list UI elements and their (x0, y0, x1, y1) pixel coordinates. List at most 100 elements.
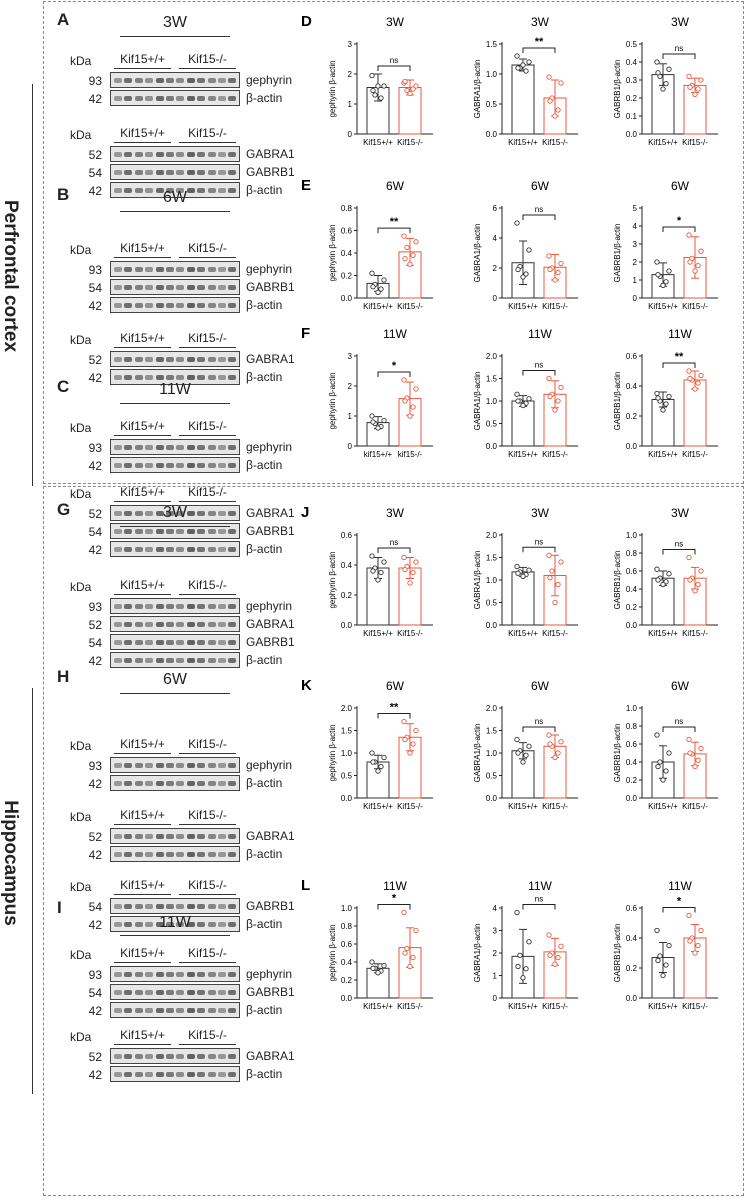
protein-label: GABRB1 (246, 985, 295, 999)
blot-lane (186, 78, 195, 83)
chart-title: 11W (383, 879, 407, 893)
data-point (655, 395, 661, 401)
blot-lane (155, 658, 164, 663)
data-point (381, 417, 387, 424)
data-point (413, 386, 419, 392)
chart-J3: 3W GABRB1/β-actin 0.0 0.2 0.4 0.6 0.8 1.0 Kif15+… (600, 505, 730, 655)
y-tick-label: 1.5 (341, 727, 353, 736)
significance-bracket (522, 904, 556, 910)
chart-L2: 11W GABRA1/β-actin 0 1 2 3 4 Kif15+/+ Kif15-/- ns (460, 878, 590, 1028)
y-tick-label: 0.4 (626, 758, 638, 767)
chart-title: 11W (668, 879, 692, 893)
blot-lane (207, 922, 216, 927)
y-tick-label: 1.0 (486, 576, 498, 585)
mw-label: 42 (88, 777, 102, 791)
protein-label: β-actin (246, 1067, 283, 1081)
blot-lane (155, 152, 164, 157)
blot-lane (166, 357, 174, 362)
panel-label: J (301, 504, 309, 521)
y-tick-label: 0.2 (341, 976, 353, 985)
pfc-divider (32, 84, 33, 486)
blot-band (110, 146, 240, 162)
blot-lane (145, 972, 154, 977)
y-tick-label: 2 (348, 382, 353, 391)
data-point (663, 962, 669, 968)
data-point (692, 588, 698, 594)
y-tick-label: 0.6 (626, 352, 638, 361)
blot-lane (124, 972, 133, 977)
chart-svg: 11W GABRA1/β-actin 0 1 2 3 4 Kif15+/+ Kif15-/- ns (473, 879, 578, 1011)
kda-label: kDa (70, 1030, 92, 1044)
data-point (655, 577, 661, 583)
data-point (369, 72, 375, 79)
protein-label: GABRB1 (246, 524, 295, 538)
data-point (520, 573, 526, 580)
data-point (515, 963, 521, 970)
blot-lane (207, 78, 216, 83)
data-point (698, 372, 704, 379)
y-tick-label: 0.2 (626, 603, 638, 612)
blot-lane (114, 972, 122, 977)
y-tick-label: 0.4 (341, 561, 353, 570)
blot-lane (228, 640, 237, 645)
protein-label: GABRA1 (246, 506, 295, 520)
data-point (695, 757, 701, 763)
data-point (663, 279, 669, 285)
group-underline (179, 68, 236, 69)
x-tick-label: kif15+/+ (364, 450, 393, 459)
kda-label: kDa (70, 243, 92, 257)
group-label: Kif15+/+ (120, 737, 165, 751)
blot-lane (186, 781, 195, 786)
blot-lane (176, 96, 185, 101)
blot-lane (145, 152, 154, 157)
significance-label: ns (535, 895, 543, 904)
timepoint-label: 11W (159, 381, 191, 398)
blot-lane (166, 781, 174, 786)
group-underline (179, 1044, 236, 1045)
significance-bracket (662, 226, 696, 232)
data-point (657, 759, 663, 765)
data-point (547, 575, 553, 581)
y-tick-label: 0.6 (626, 904, 638, 913)
blot-lane (207, 781, 216, 786)
blot-lane (197, 640, 206, 645)
blot-lane (124, 529, 133, 534)
data-point (375, 425, 381, 431)
blot-lane (176, 990, 185, 995)
y-axis-label: gephyrin β-actin (328, 372, 337, 429)
y-tick-label: 3 (633, 240, 638, 249)
blot-lane (155, 990, 164, 995)
significance-label: * (392, 893, 397, 905)
x-tick-label: Kif15-/- (397, 802, 423, 811)
blot-lane (228, 658, 237, 663)
mw-label: 93 (88, 600, 102, 614)
y-tick-label: 0.6 (626, 567, 638, 576)
blot-lane (207, 357, 216, 362)
data-point (547, 98, 553, 104)
data-point (523, 966, 529, 972)
y-tick-label: 0.4 (626, 382, 638, 391)
blot-lane (218, 375, 226, 380)
blot-lane (186, 658, 195, 663)
mw-label: 52 (88, 618, 102, 632)
blot-lane (114, 78, 122, 83)
data-point (654, 59, 660, 65)
chart-svg: F 11W gephyrin β-actin 0 1 2 3 kif15+/+ kif15-/-… (301, 325, 433, 459)
blot-lane (197, 303, 206, 308)
blot-lane (176, 763, 185, 768)
y-tick-label: 4 (493, 234, 498, 243)
blot-lane (134, 96, 143, 101)
blot-lane (197, 511, 206, 516)
x-tick-label: Kif15+/+ (508, 450, 538, 459)
blot-lane (134, 529, 143, 534)
chart-E3: 6W GABRB1/β-actin 0 1 2 3 4 5 Kif15+/+ Kif15-/- * (600, 178, 730, 328)
blot-lane (197, 1054, 206, 1059)
blot-lane (176, 622, 185, 627)
blot-lane (228, 375, 237, 380)
blot-lane (218, 152, 226, 157)
chart-F1: F 11W gephyrin β-actin 0 1 2 3 kif15+/+ kif15-/-… (301, 325, 445, 476)
blot-lane (134, 303, 143, 308)
data-point (410, 569, 416, 576)
blot-lane (176, 267, 185, 272)
group-label: Kif15-/- (188, 737, 227, 751)
